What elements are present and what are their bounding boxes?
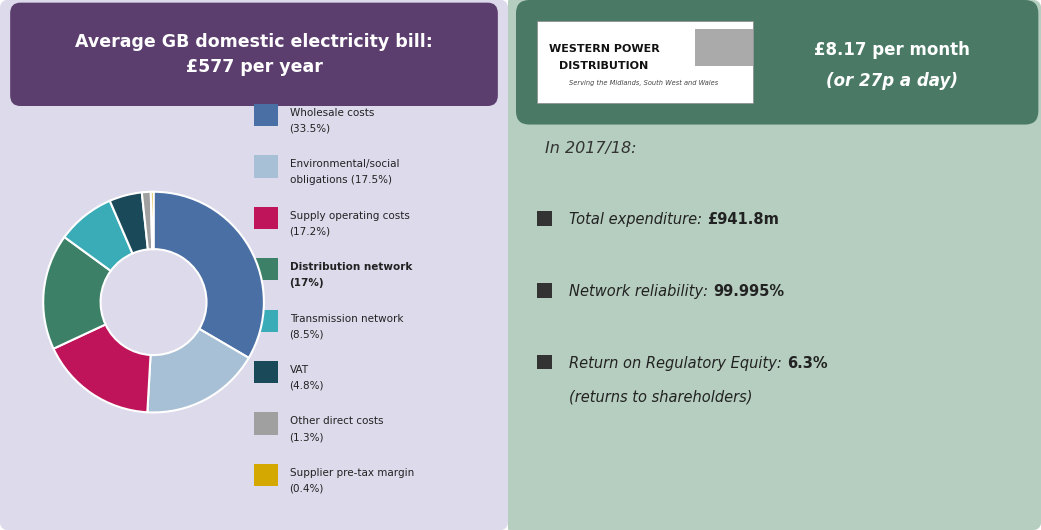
Text: Serving the Midlands, South West and Wales: Serving the Midlands, South West and Wal… bbox=[569, 80, 718, 86]
Text: £8.17 per month: £8.17 per month bbox=[814, 41, 970, 59]
Text: obligations (17.5%): obligations (17.5%) bbox=[289, 175, 391, 185]
Bar bbox=[537, 355, 552, 369]
Text: (17.2%): (17.2%) bbox=[289, 227, 331, 236]
FancyBboxPatch shape bbox=[10, 3, 498, 106]
Text: £941.8m: £941.8m bbox=[707, 213, 779, 227]
Wedge shape bbox=[65, 201, 132, 271]
Bar bbox=[537, 283, 552, 298]
Text: Wholesale costs: Wholesale costs bbox=[289, 108, 374, 118]
Bar bbox=[254, 104, 278, 126]
Text: Other direct costs: Other direct costs bbox=[289, 417, 383, 426]
Bar bbox=[254, 310, 278, 332]
Text: (33.5%): (33.5%) bbox=[289, 124, 331, 134]
Text: 6.3%: 6.3% bbox=[787, 356, 828, 370]
Text: Distribution network: Distribution network bbox=[289, 262, 412, 272]
Text: (4.8%): (4.8%) bbox=[289, 381, 324, 391]
Wedge shape bbox=[53, 324, 151, 412]
Text: Average GB domestic electricity bill:
£577 per year: Average GB domestic electricity bill: £5… bbox=[75, 32, 433, 76]
Text: In 2017/18:: In 2017/18: bbox=[545, 141, 637, 156]
FancyBboxPatch shape bbox=[694, 29, 754, 66]
Text: (returns to shareholders): (returns to shareholders) bbox=[569, 390, 753, 405]
Wedge shape bbox=[153, 192, 263, 358]
FancyBboxPatch shape bbox=[516, 0, 1038, 125]
Bar bbox=[254, 155, 278, 178]
FancyBboxPatch shape bbox=[500, 0, 1041, 530]
Bar bbox=[254, 464, 278, 486]
Wedge shape bbox=[151, 192, 154, 249]
Text: DISTRIBUTION: DISTRIBUTION bbox=[559, 61, 649, 70]
Bar bbox=[254, 258, 278, 280]
Text: Total expenditure:: Total expenditure: bbox=[569, 213, 707, 227]
Text: (0.4%): (0.4%) bbox=[289, 484, 324, 493]
Text: Supplier pre-tax margin: Supplier pre-tax margin bbox=[289, 468, 414, 478]
Text: Transmission network: Transmission network bbox=[289, 314, 403, 323]
FancyBboxPatch shape bbox=[0, 0, 510, 530]
Text: 99.995%: 99.995% bbox=[713, 284, 784, 299]
Text: Network reliability:: Network reliability: bbox=[569, 284, 713, 299]
Wedge shape bbox=[148, 329, 249, 412]
Bar bbox=[254, 361, 278, 383]
Text: (or 27p a day): (or 27p a day) bbox=[826, 72, 958, 90]
Wedge shape bbox=[142, 192, 152, 250]
Text: (1.3%): (1.3%) bbox=[289, 432, 324, 442]
Text: Environmental/social: Environmental/social bbox=[289, 160, 399, 169]
Text: (8.5%): (8.5%) bbox=[289, 330, 324, 339]
FancyBboxPatch shape bbox=[537, 21, 754, 103]
Text: WESTERN POWER: WESTERN POWER bbox=[549, 45, 659, 54]
Text: Return on Regulatory Equity:: Return on Regulatory Equity: bbox=[569, 356, 787, 370]
Text: VAT: VAT bbox=[289, 365, 309, 375]
Bar bbox=[254, 207, 278, 229]
Wedge shape bbox=[44, 237, 110, 349]
Bar bbox=[537, 211, 552, 226]
Text: (17%): (17%) bbox=[289, 278, 324, 288]
Bar bbox=[254, 412, 278, 435]
Wedge shape bbox=[109, 192, 148, 253]
Text: Supply operating costs: Supply operating costs bbox=[289, 211, 409, 220]
